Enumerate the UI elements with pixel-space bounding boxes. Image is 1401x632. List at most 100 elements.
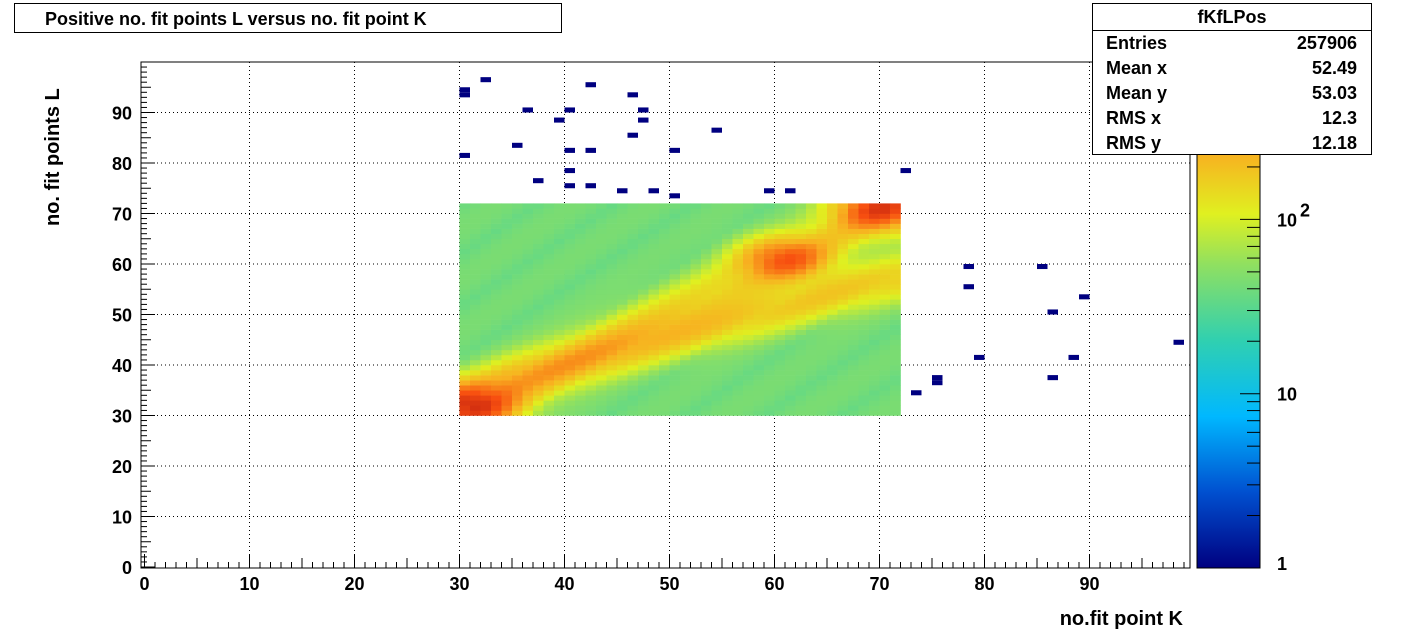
- heatmap-cell: [858, 279, 870, 285]
- heatmap-cell: [648, 304, 660, 310]
- heatmap-cell: [596, 208, 607, 214]
- heatmap-cell: [543, 390, 555, 396]
- heatmap-cell: [648, 258, 660, 265]
- heatmap-cell: [480, 213, 492, 219]
- heatmap-cell: [816, 299, 828, 305]
- heatmap-cell: [575, 203, 586, 209]
- heatmap-cell: [732, 359, 744, 366]
- heatmap-cell: [774, 359, 786, 366]
- heatmap-cell: [669, 380, 681, 386]
- heatmap-cell: [701, 375, 712, 381]
- heatmap-cell: [470, 395, 481, 401]
- heatmap-cell: [827, 299, 838, 305]
- heatmap-cell: [491, 218, 502, 224]
- heatmap-cell: [837, 294, 849, 300]
- heatmap-cell: [627, 243, 639, 250]
- heatmap-cell: [879, 269, 891, 275]
- heatmap-cell: [459, 243, 471, 250]
- heatmap-cell: [879, 359, 891, 366]
- heatmap-cell: [459, 410, 471, 416]
- heatmap-cell: [659, 344, 670, 351]
- plot-title-box: Positive no. fit points L versus no. fit…: [14, 3, 562, 33]
- heatmap-cell: [491, 213, 502, 219]
- heatmap-cell: [848, 248, 859, 255]
- heatmap-cell: [512, 218, 523, 224]
- heatmap-cell: [869, 274, 880, 280]
- heatmap-cell: [585, 375, 597, 381]
- heatmap-cell: [680, 279, 691, 285]
- heatmap-cell: [638, 390, 649, 396]
- sparse-bin: [533, 178, 544, 184]
- heatmap-cell: [774, 253, 786, 260]
- heatmap-cell: [743, 203, 754, 209]
- heatmap-cell: [606, 289, 618, 295]
- heatmap-cell: [480, 238, 492, 245]
- heatmap-cell: [512, 233, 523, 240]
- heatmap-cell: [827, 294, 838, 300]
- heatmap-cell: [816, 284, 828, 290]
- heatmap-cell: [596, 274, 607, 280]
- heatmap-cell: [627, 274, 639, 280]
- heatmap-cell: [680, 223, 691, 229]
- heatmap-cell: [837, 324, 849, 330]
- heatmap-cell: [753, 258, 765, 265]
- heatmap-cell: [585, 284, 597, 290]
- color-scale-label: 10: [1277, 210, 1297, 230]
- heatmap-cell: [711, 324, 723, 330]
- heatmap-cell: [879, 253, 891, 260]
- heatmap-cell: [533, 284, 544, 290]
- heatmap-cell: [879, 304, 891, 310]
- heatmap-cell: [722, 324, 733, 330]
- heatmap-cell: [722, 349, 733, 356]
- heatmap-cell: [638, 228, 649, 234]
- heatmap-cell: [606, 329, 618, 335]
- heatmap-cell: [848, 294, 859, 300]
- heatmap-cell: [827, 365, 838, 371]
- heatmap-cell: [669, 208, 681, 214]
- heatmap-cell: [690, 349, 702, 356]
- heatmap-cell: [543, 370, 555, 376]
- heatmap-cell: [690, 329, 702, 335]
- heatmap-cell: [638, 243, 649, 250]
- heatmap-cell: [512, 269, 523, 275]
- heatmap-cell: [680, 385, 691, 391]
- heatmap-cell: [501, 370, 513, 376]
- heatmap-cell: [827, 390, 838, 396]
- heatmap-cell: [627, 203, 639, 209]
- heatmap-cell: [732, 274, 744, 280]
- heatmap-cell: [554, 269, 565, 275]
- heatmap-cell: [659, 304, 670, 310]
- heatmap-cell: [501, 365, 513, 371]
- heatmap-cell: [585, 274, 597, 280]
- heatmap-cell: [711, 354, 723, 361]
- heatmap-cell: [501, 218, 513, 224]
- heatmap-cell: [837, 365, 849, 371]
- heatmap-cell: [837, 380, 849, 386]
- heatmap-cell: [806, 309, 817, 315]
- heatmap-cell: [617, 274, 628, 280]
- heatmap-cell: [543, 258, 555, 265]
- heatmap-cell: [722, 359, 733, 366]
- heatmap-cell: [806, 243, 817, 250]
- heatmap-cell: [743, 359, 754, 366]
- heatmap-cell: [501, 284, 513, 290]
- heatmap-cell: [890, 304, 901, 310]
- heatmap-cell: [890, 243, 901, 250]
- heatmap-cell: [890, 208, 901, 214]
- heatmap-cell: [512, 203, 523, 209]
- heatmap-cell: [680, 370, 691, 376]
- heatmap-cell: [848, 359, 859, 366]
- heatmap-cell: [638, 380, 649, 386]
- heatmap-cell: [543, 279, 555, 285]
- heatmap-cell: [722, 213, 733, 219]
- heatmap-cell: [753, 354, 765, 361]
- heatmap-cell: [764, 294, 775, 300]
- heatmap-cell: [554, 405, 565, 411]
- heatmap-cell: [827, 213, 838, 219]
- heatmap-cell: [575, 289, 586, 295]
- heatmap-cell: [648, 248, 660, 255]
- heatmap-cell: [575, 314, 586, 320]
- heatmap-cell: [512, 213, 523, 219]
- heatmap-cell: [806, 223, 817, 229]
- heatmap-cell: [627, 380, 639, 386]
